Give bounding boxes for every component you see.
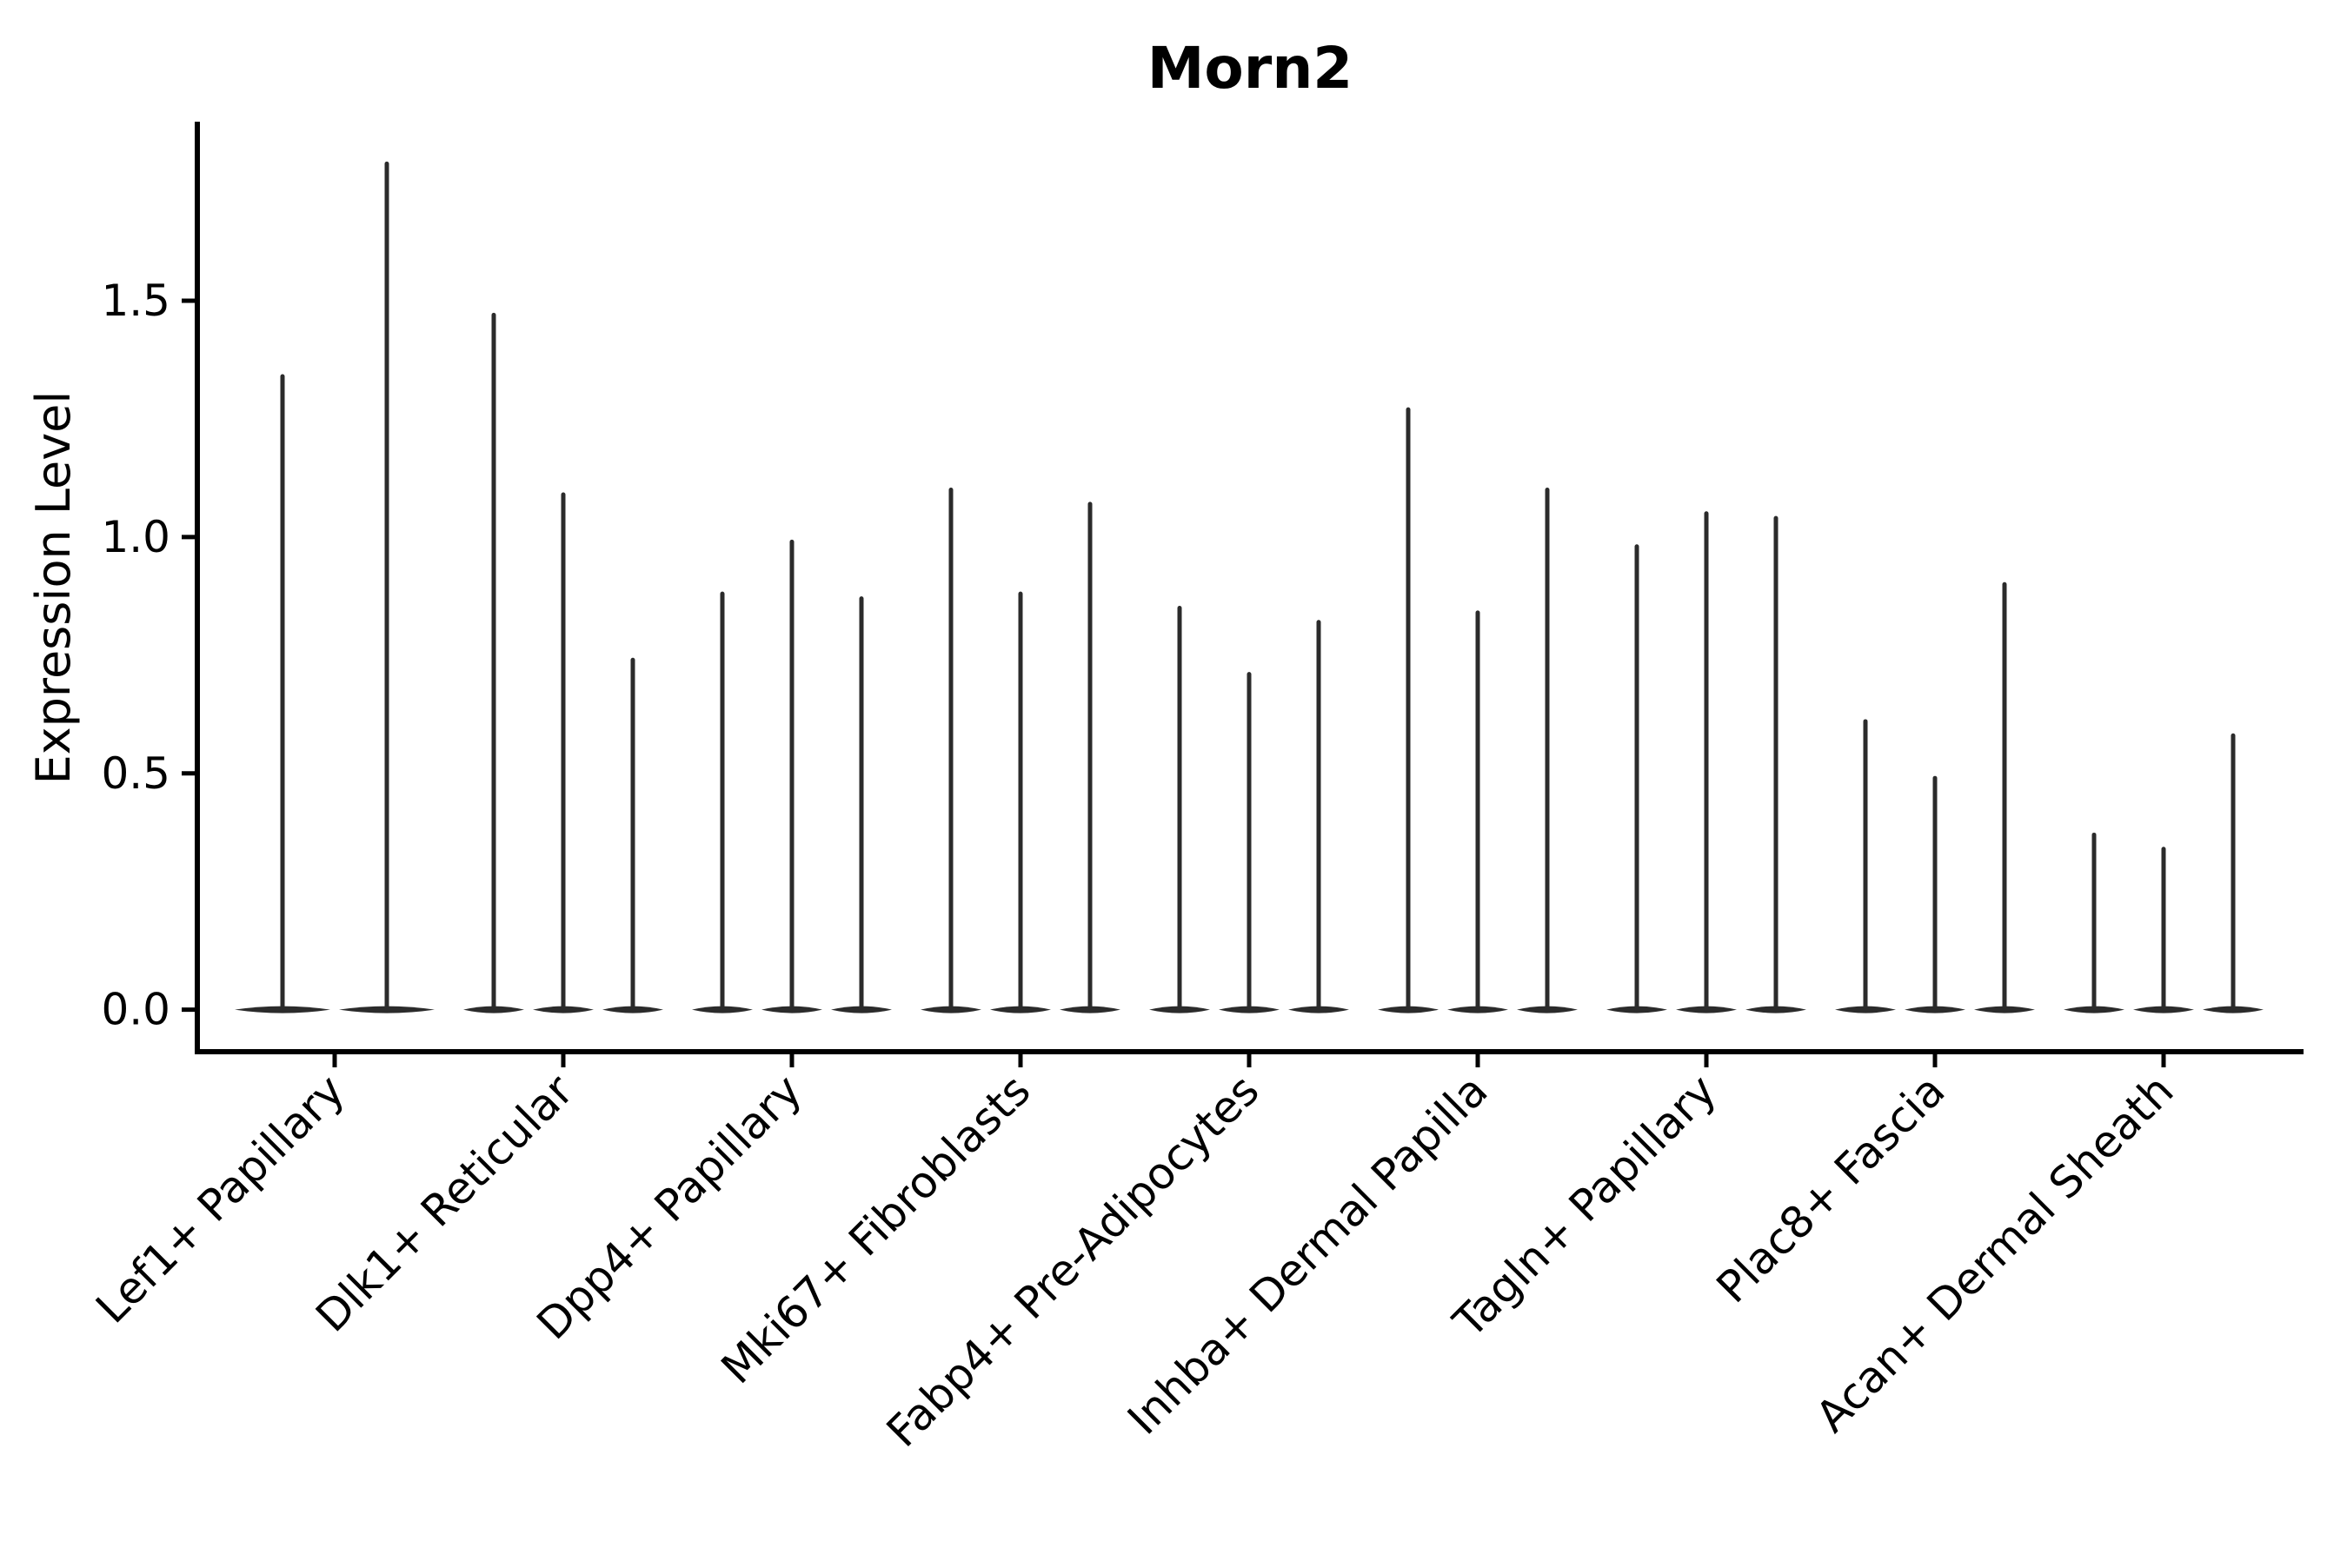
violin-group — [463, 312, 663, 1013]
chart-title: Morn2 — [1147, 35, 1353, 102]
y-tick-label: 0.0 — [101, 985, 170, 1035]
y-tick-label: 1.0 — [101, 512, 170, 562]
violin-group — [1606, 511, 1806, 1013]
violin-group — [1835, 581, 2035, 1013]
violin-group — [692, 539, 892, 1013]
y-tick-label: 0.5 — [101, 748, 170, 799]
violin-group — [1149, 605, 1349, 1013]
y-axis-label: Expression Level — [26, 391, 81, 785]
violins-layer — [235, 161, 2264, 1013]
y-tick-label: 1.5 — [101, 276, 170, 326]
violin-group — [2064, 733, 2264, 1013]
x-tick-label: Plac8+ Fascia — [1707, 1065, 1955, 1312]
violin-group — [1378, 407, 1578, 1013]
violin-group — [235, 161, 435, 1013]
x-tick-label: Lef1+ Papillary — [86, 1065, 354, 1332]
violin-group — [921, 488, 1120, 1013]
x-tick-label: Fabp4+ Pre-Adipocytes — [877, 1065, 1269, 1457]
